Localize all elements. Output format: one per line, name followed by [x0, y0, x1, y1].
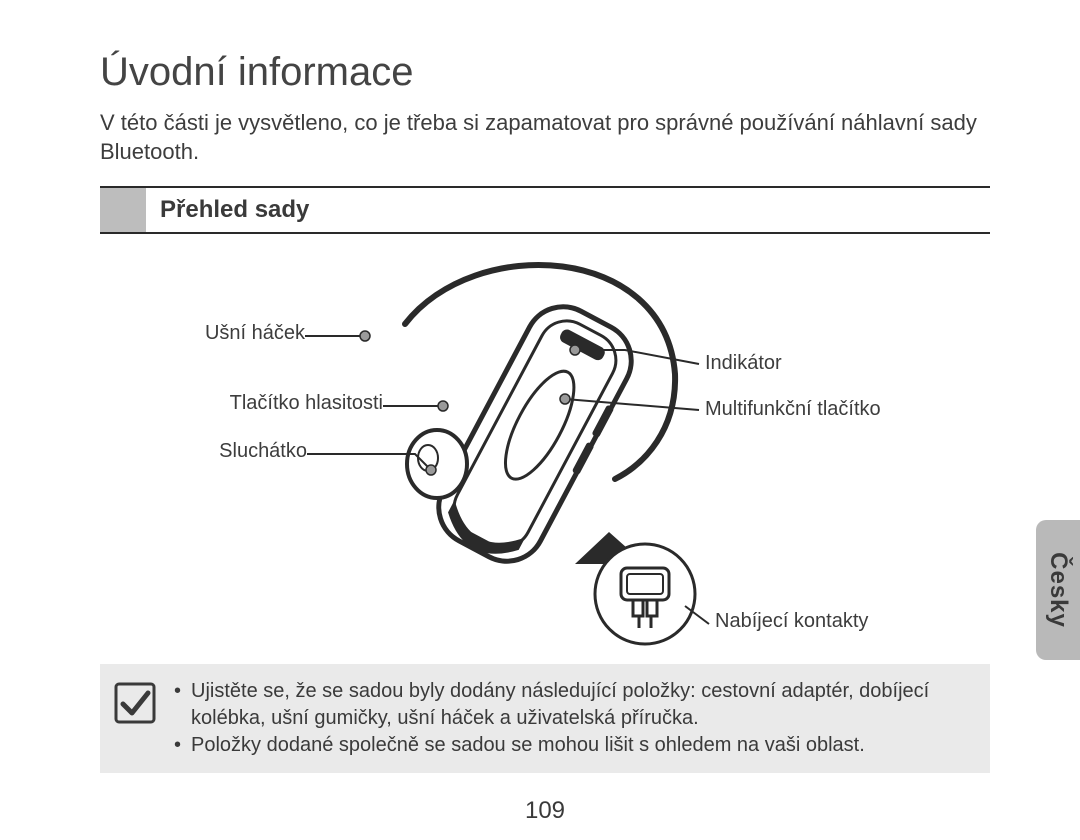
checkbox-icon: [114, 682, 156, 724]
note-text: Položky dodané společně se sadou se moho…: [191, 732, 865, 759]
note-text: Ujistěte se, že se sadou byly dodány nás…: [191, 678, 972, 732]
label-charging-contacts: Nabíjecí kontakty: [715, 610, 868, 633]
note-list: • Ujistěte se, že se sadou byly dodány n…: [174, 678, 972, 759]
intro-text: V této části je vysvětleno, co je třeba …: [100, 109, 990, 166]
label-earpiece: Sluchátko: [200, 440, 307, 463]
label-indicator: Indikátor: [705, 352, 782, 375]
note-item: • Položky dodané společně se sadou se mo…: [174, 732, 972, 759]
label-multifunction: Multifunkční tlačítko: [705, 398, 881, 421]
label-volume-button: Tlačítko hlasitosti: [200, 392, 383, 415]
section-stub: [100, 188, 146, 232]
section-header: Přehled sady: [100, 186, 990, 234]
note-item: • Ujistěte se, že se sadou byly dodány n…: [174, 678, 972, 732]
language-tab-label: Česky: [1044, 552, 1072, 628]
note-box: • Ujistěte se, že se sadou byly dodány n…: [100, 664, 990, 773]
language-tab: Česky: [1036, 520, 1080, 660]
headset-body: [425, 294, 647, 577]
page-number: 109: [100, 797, 990, 825]
bullet-icon: •: [174, 732, 181, 759]
bullet-icon: •: [174, 678, 181, 732]
manual-page: Úvodní informace V této části je vysvětl…: [0, 0, 1080, 840]
section-title: Přehled sady: [146, 188, 309, 232]
label-ear-hook: Ušní háček: [200, 322, 305, 345]
headset-diagram: Ušní háček Tlačítko hlasitosti Sluchátko…: [105, 254, 985, 654]
page-title: Úvodní informace: [100, 50, 990, 95]
